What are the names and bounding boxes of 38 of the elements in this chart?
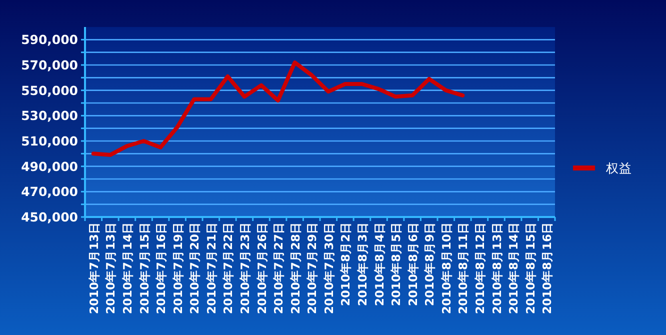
x-tick-label: 2010年8月10日 xyxy=(439,222,454,314)
x-tick-label: 2010年7月28日 xyxy=(288,222,302,314)
x-tick-label: 2010年7月13日 xyxy=(86,222,101,314)
y-tick-label: 590,000 xyxy=(21,32,78,48)
x-tick-label: 2010年7月22日 xyxy=(221,222,236,314)
x-tick-label: 2010年7月15日 xyxy=(137,222,152,314)
x-tick-label: 2010年8月6日 xyxy=(406,222,420,306)
x-tick-label: 2010年7月21日 xyxy=(204,222,218,314)
x-tick-label: 2010年8月11日 xyxy=(456,222,470,314)
x-tick-label: 2010年7月26日 xyxy=(254,222,269,314)
y-tick-label: 490,000 xyxy=(21,158,78,174)
x-tick-label: 2010年8月4日 xyxy=(372,222,386,306)
x-tick-label: 2010年8月13日 xyxy=(490,222,504,314)
x-tick-label: 2010年7月14日 xyxy=(120,222,134,314)
x-tick-label: 2010年8月15日 xyxy=(523,222,538,314)
y-tick-label: 450,000 xyxy=(21,210,78,224)
x-tick-label: 2010年8月9日 xyxy=(422,222,437,306)
line-series xyxy=(91,60,465,157)
x-tick-label: 2010年8月3日 xyxy=(355,222,370,306)
x-tick-label: 2010年7月23日 xyxy=(238,222,252,314)
y-tick-label: 470,000 xyxy=(21,184,78,200)
x-tick-label: 2010年8月2日 xyxy=(338,222,353,306)
x-tick-label: 2010年8月14日 xyxy=(506,222,521,314)
x-tick-label: 2010年7月29日 xyxy=(305,222,320,314)
x-tick-label: 2010年7月16日 xyxy=(154,222,168,314)
x-tick-label: 2010年7月27日 xyxy=(272,222,286,314)
y-tick-label: 570,000 xyxy=(21,58,78,72)
x-tick-label: 2010年7月13日 xyxy=(104,222,118,314)
y-tick-label: 550,000 xyxy=(21,82,78,98)
x-tick-label: 2010年8月12日 xyxy=(472,222,487,314)
x-tick-label: 2010年7月20日 xyxy=(188,222,202,314)
legend-label: 权益 xyxy=(605,160,632,176)
y-tick-label: 510,000 xyxy=(21,134,78,148)
x-tick-label: 2010年7月19日 xyxy=(170,222,185,314)
x-tick-label: 2010年8月5日 xyxy=(389,222,404,306)
x-tick-label: 2010年7月30日 xyxy=(322,222,336,314)
y-tick-label: 530,000 xyxy=(21,108,78,124)
x-tick-label: 2010年8月16日 xyxy=(540,222,554,314)
